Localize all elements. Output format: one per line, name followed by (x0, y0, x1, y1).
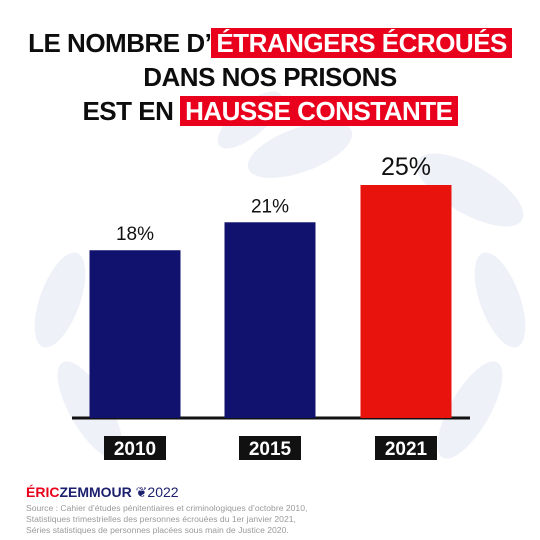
data-label-2010: 18% (116, 224, 154, 245)
bar-chart: 18% 2010 21% 2015 25% 2021 (72, 153, 470, 460)
title-line-1: LE NOMBRE D’ ÉTRANGERS ÉCROUÉS (0, 26, 540, 60)
source-line-2: Statistiques trimestrielles des personne… (26, 514, 296, 524)
laurel-icon: ❦ (131, 484, 148, 500)
title-line-2: DANS NOS PRISONS (143, 62, 397, 92)
title-line-3-plain: EST EN (82, 96, 181, 126)
source-line-1: Source : Cahier d’études pénitentiaires … (26, 503, 308, 513)
title-line-1-plain: LE NOMBRE D’ (28, 28, 212, 58)
tick-label-2010: 2010 (114, 439, 156, 460)
tick-box-2010 (104, 436, 166, 460)
brand-last: ZEMMOUR (59, 484, 132, 500)
brand-first: ÉRIC (26, 484, 60, 500)
bar-2015 (224, 222, 316, 418)
tick-box-2015 (239, 436, 301, 460)
title-highlight-2: HAUSSE CONSTANTE (180, 96, 458, 126)
tick-label-2021: 2021 (385, 439, 428, 460)
brand-year: 2022 (147, 484, 179, 500)
title-line-3: EST EN HAUSSE CONSTANTE (0, 94, 540, 128)
source-note: Source : Cahier d’études pénitentiaires … (26, 503, 526, 536)
title-highlight-1: ÉTRANGERS ÉCROUÉS (211, 28, 512, 58)
chart-title: LE NOMBRE D’ ÉTRANGERS ÉCROUÉS DANS NOS P… (0, 26, 540, 128)
brand-logo: ÉRICZEMMOUR ❦2022 (26, 484, 179, 501)
bar-2010 (89, 250, 181, 418)
source-line-3: Séries statistiques de personnes placées… (26, 525, 289, 535)
data-label-2015: 21% (251, 196, 289, 217)
bar-2021 (360, 185, 452, 418)
tick-label-2015: 2015 (249, 439, 292, 460)
data-label-2021: 25% (381, 153, 431, 181)
tick-box-2021 (375, 436, 437, 460)
